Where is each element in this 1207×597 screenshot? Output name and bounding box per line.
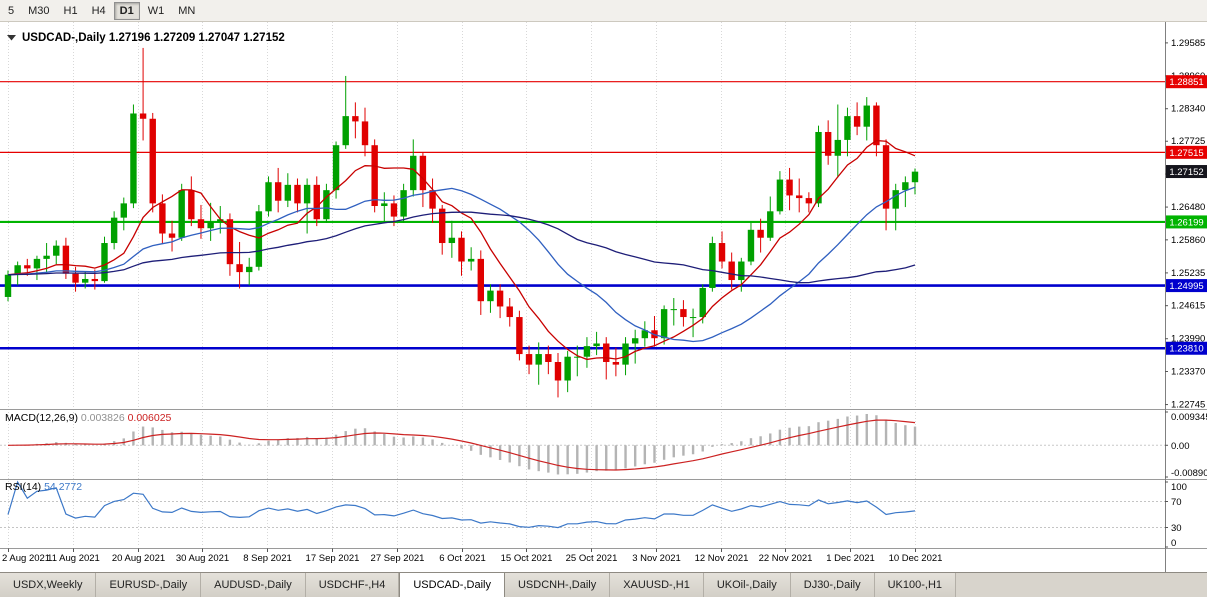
timeframe-toolbar: 5 M30 H1 H4 D1 W1 MN [0, 0, 1207, 22]
svg-text:1.23990: 1.23990 [1171, 334, 1205, 345]
moving-average-45 [7, 211, 916, 284]
tab-uk100-h1[interactable]: UK100-,H1 [874, 573, 957, 597]
svg-text:11 Aug 2021: 11 Aug 2021 [47, 553, 100, 564]
tab-usdx-weekly[interactable]: USDX,Weekly [0, 573, 97, 597]
svg-text:1.23810: 1.23810 [1169, 344, 1203, 355]
svg-text:1.27725: 1.27725 [1171, 136, 1205, 147]
svg-text:30 Aug 2021: 30 Aug 2021 [176, 553, 229, 564]
tab-audusd-daily[interactable]: AUDUSD-,Daily [201, 573, 306, 597]
tab-usdcnh-daily[interactable]: USDCNH-,Daily [504, 573, 611, 597]
timeframe-m30-button[interactable]: M30 [22, 2, 55, 20]
tab-label: UKOil-,Daily [716, 579, 777, 591]
svg-text:0.009345: 0.009345 [1171, 412, 1207, 423]
svg-text:1.25860: 1.25860 [1171, 235, 1205, 246]
macd-histogram [16, 413, 917, 475]
tab-label: USDX,Weekly [13, 579, 83, 591]
svg-text:22 Nov 2021: 22 Nov 2021 [759, 553, 813, 564]
svg-text:20 Aug 2021: 20 Aug 2021 [112, 553, 165, 564]
svg-text:15 Oct 2021: 15 Oct 2021 [501, 553, 553, 564]
timeframe-w1-button[interactable]: W1 [142, 2, 171, 20]
svg-text:1.25235: 1.25235 [1171, 268, 1205, 279]
svg-text:1.23370: 1.23370 [1171, 367, 1205, 378]
svg-text:1.26480: 1.26480 [1171, 202, 1205, 213]
timeframe-d1-button[interactable]: D1 [113, 1, 140, 20]
svg-text:17 Sep 2021: 17 Sep 2021 [306, 553, 360, 564]
svg-text:1.27152: 1.27152 [1169, 167, 1203, 178]
svg-text:12 Nov 2021: 12 Nov 2021 [695, 553, 749, 564]
svg-text:10 Dec 2021: 10 Dec 2021 [889, 553, 943, 564]
timeframe-h1-button[interactable]: H1 [58, 2, 84, 20]
moving-average-8 [7, 139, 916, 361]
svg-text:1 Dec 2021: 1 Dec 2021 [826, 553, 875, 564]
svg-text:1.24615: 1.24615 [1171, 301, 1205, 312]
candlestick-chart[interactable]: 1.295851.289601.283401.277251.271051.264… [0, 22, 1207, 572]
current-price-badge: 1.27152 [1166, 165, 1207, 179]
svg-text:1.22745: 1.22745 [1171, 400, 1205, 411]
tab-eurusd-daily[interactable]: EURUSD-,Daily [96, 573, 202, 597]
chart-title-ohlc: USDCAD-,Daily 1.27196 1.27209 1.27047 1.… [22, 32, 285, 44]
svg-text:-0.008905: -0.008905 [1171, 468, 1207, 479]
tab-label: UK100-,H1 [887, 579, 943, 591]
tab-label: XAUUSD-,H1 [623, 579, 690, 591]
svg-text:1.29585: 1.29585 [1171, 38, 1205, 49]
chart-area[interactable]: 1.295851.289601.283401.277251.271051.264… [0, 22, 1207, 572]
svg-text:1.24995: 1.24995 [1169, 281, 1203, 292]
tab-dj30-daily[interactable]: DJ30-,Daily [790, 573, 875, 597]
timeframe-h4-button[interactable]: H4 [86, 2, 112, 20]
price-level-badge: 1.24995 [1166, 279, 1207, 293]
tab-label: DJ30-,Daily [803, 579, 861, 591]
rsi-label: RSI(14) 54.2772 [5, 481, 82, 493]
svg-text:0: 0 [1171, 538, 1176, 549]
price-level-badge: 1.23810 [1166, 341, 1207, 355]
tab-usdchf-h4[interactable]: USDCHF-,H4 [305, 573, 400, 597]
horizontal-level-lines [0, 81, 1165, 350]
macd-axis-labels: 0.009345 0.00 -0.008905 [1165, 411, 1207, 479]
timeframe-mn-button[interactable]: MN [172, 2, 201, 20]
price-level-badge: 1.27515 [1166, 145, 1207, 159]
chart-dropdown-arrow-icon[interactable] [7, 35, 16, 41]
tab-label: USDCNH-,Daily [517, 579, 597, 591]
svg-text:70: 70 [1171, 497, 1182, 508]
svg-text:1.27515: 1.27515 [1169, 148, 1203, 159]
macd-label: MACD(12,26,9) 0.003826 0.006025 [5, 412, 172, 424]
tab-label: AUDUSD-,Daily [214, 579, 292, 591]
svg-text:3 Nov 2021: 3 Nov 2021 [632, 553, 681, 564]
price-axis-background [1166, 22, 1207, 572]
svg-text:27 Sep 2021: 27 Sep 2021 [371, 553, 425, 564]
tab-label: EURUSD-,Daily [109, 579, 188, 591]
tab-ukoil-daily[interactable]: UKOil-,Daily [703, 573, 791, 597]
svg-text:2 Aug 2021: 2 Aug 2021 [2, 553, 50, 564]
svg-text:30: 30 [1171, 523, 1182, 534]
timeframe-m5-button[interactable]: 5 [2, 2, 20, 20]
chart-tab-bar: USDX,Weekly EURUSD-,Daily AUDUSD-,Daily … [0, 572, 1207, 597]
svg-text:1.26199: 1.26199 [1169, 217, 1203, 228]
moving-average-21 [7, 186, 916, 343]
svg-text:1.28340: 1.28340 [1171, 104, 1205, 115]
price-level-badge: 1.26199 [1166, 215, 1207, 229]
grid-lines [8, 22, 916, 547]
svg-text:6 Oct 2021: 6 Oct 2021 [439, 553, 485, 564]
svg-text:25 Oct 2021: 25 Oct 2021 [566, 553, 618, 564]
svg-text:8 Sep 2021: 8 Sep 2021 [243, 553, 292, 564]
tab-xauusd-h1[interactable]: XAUUSD-,H1 [610, 573, 704, 597]
svg-text:0.00: 0.00 [1171, 441, 1190, 452]
rsi-axis-labels: 100 70 30 0 [1165, 481, 1187, 549]
svg-text:100: 100 [1171, 482, 1187, 493]
price-level-badge: 1.28851 [1166, 75, 1207, 89]
tab-label: USDCHF-,H4 [318, 579, 386, 591]
macd-signal-line [7, 419, 916, 471]
tab-usdcad-daily[interactable]: USDCAD-,Daily [399, 573, 505, 597]
tab-label: USDCAD-,Daily [413, 579, 491, 591]
svg-text:1.28851: 1.28851 [1169, 77, 1203, 88]
candles [4, 47, 919, 398]
rsi-line [7, 480, 916, 529]
